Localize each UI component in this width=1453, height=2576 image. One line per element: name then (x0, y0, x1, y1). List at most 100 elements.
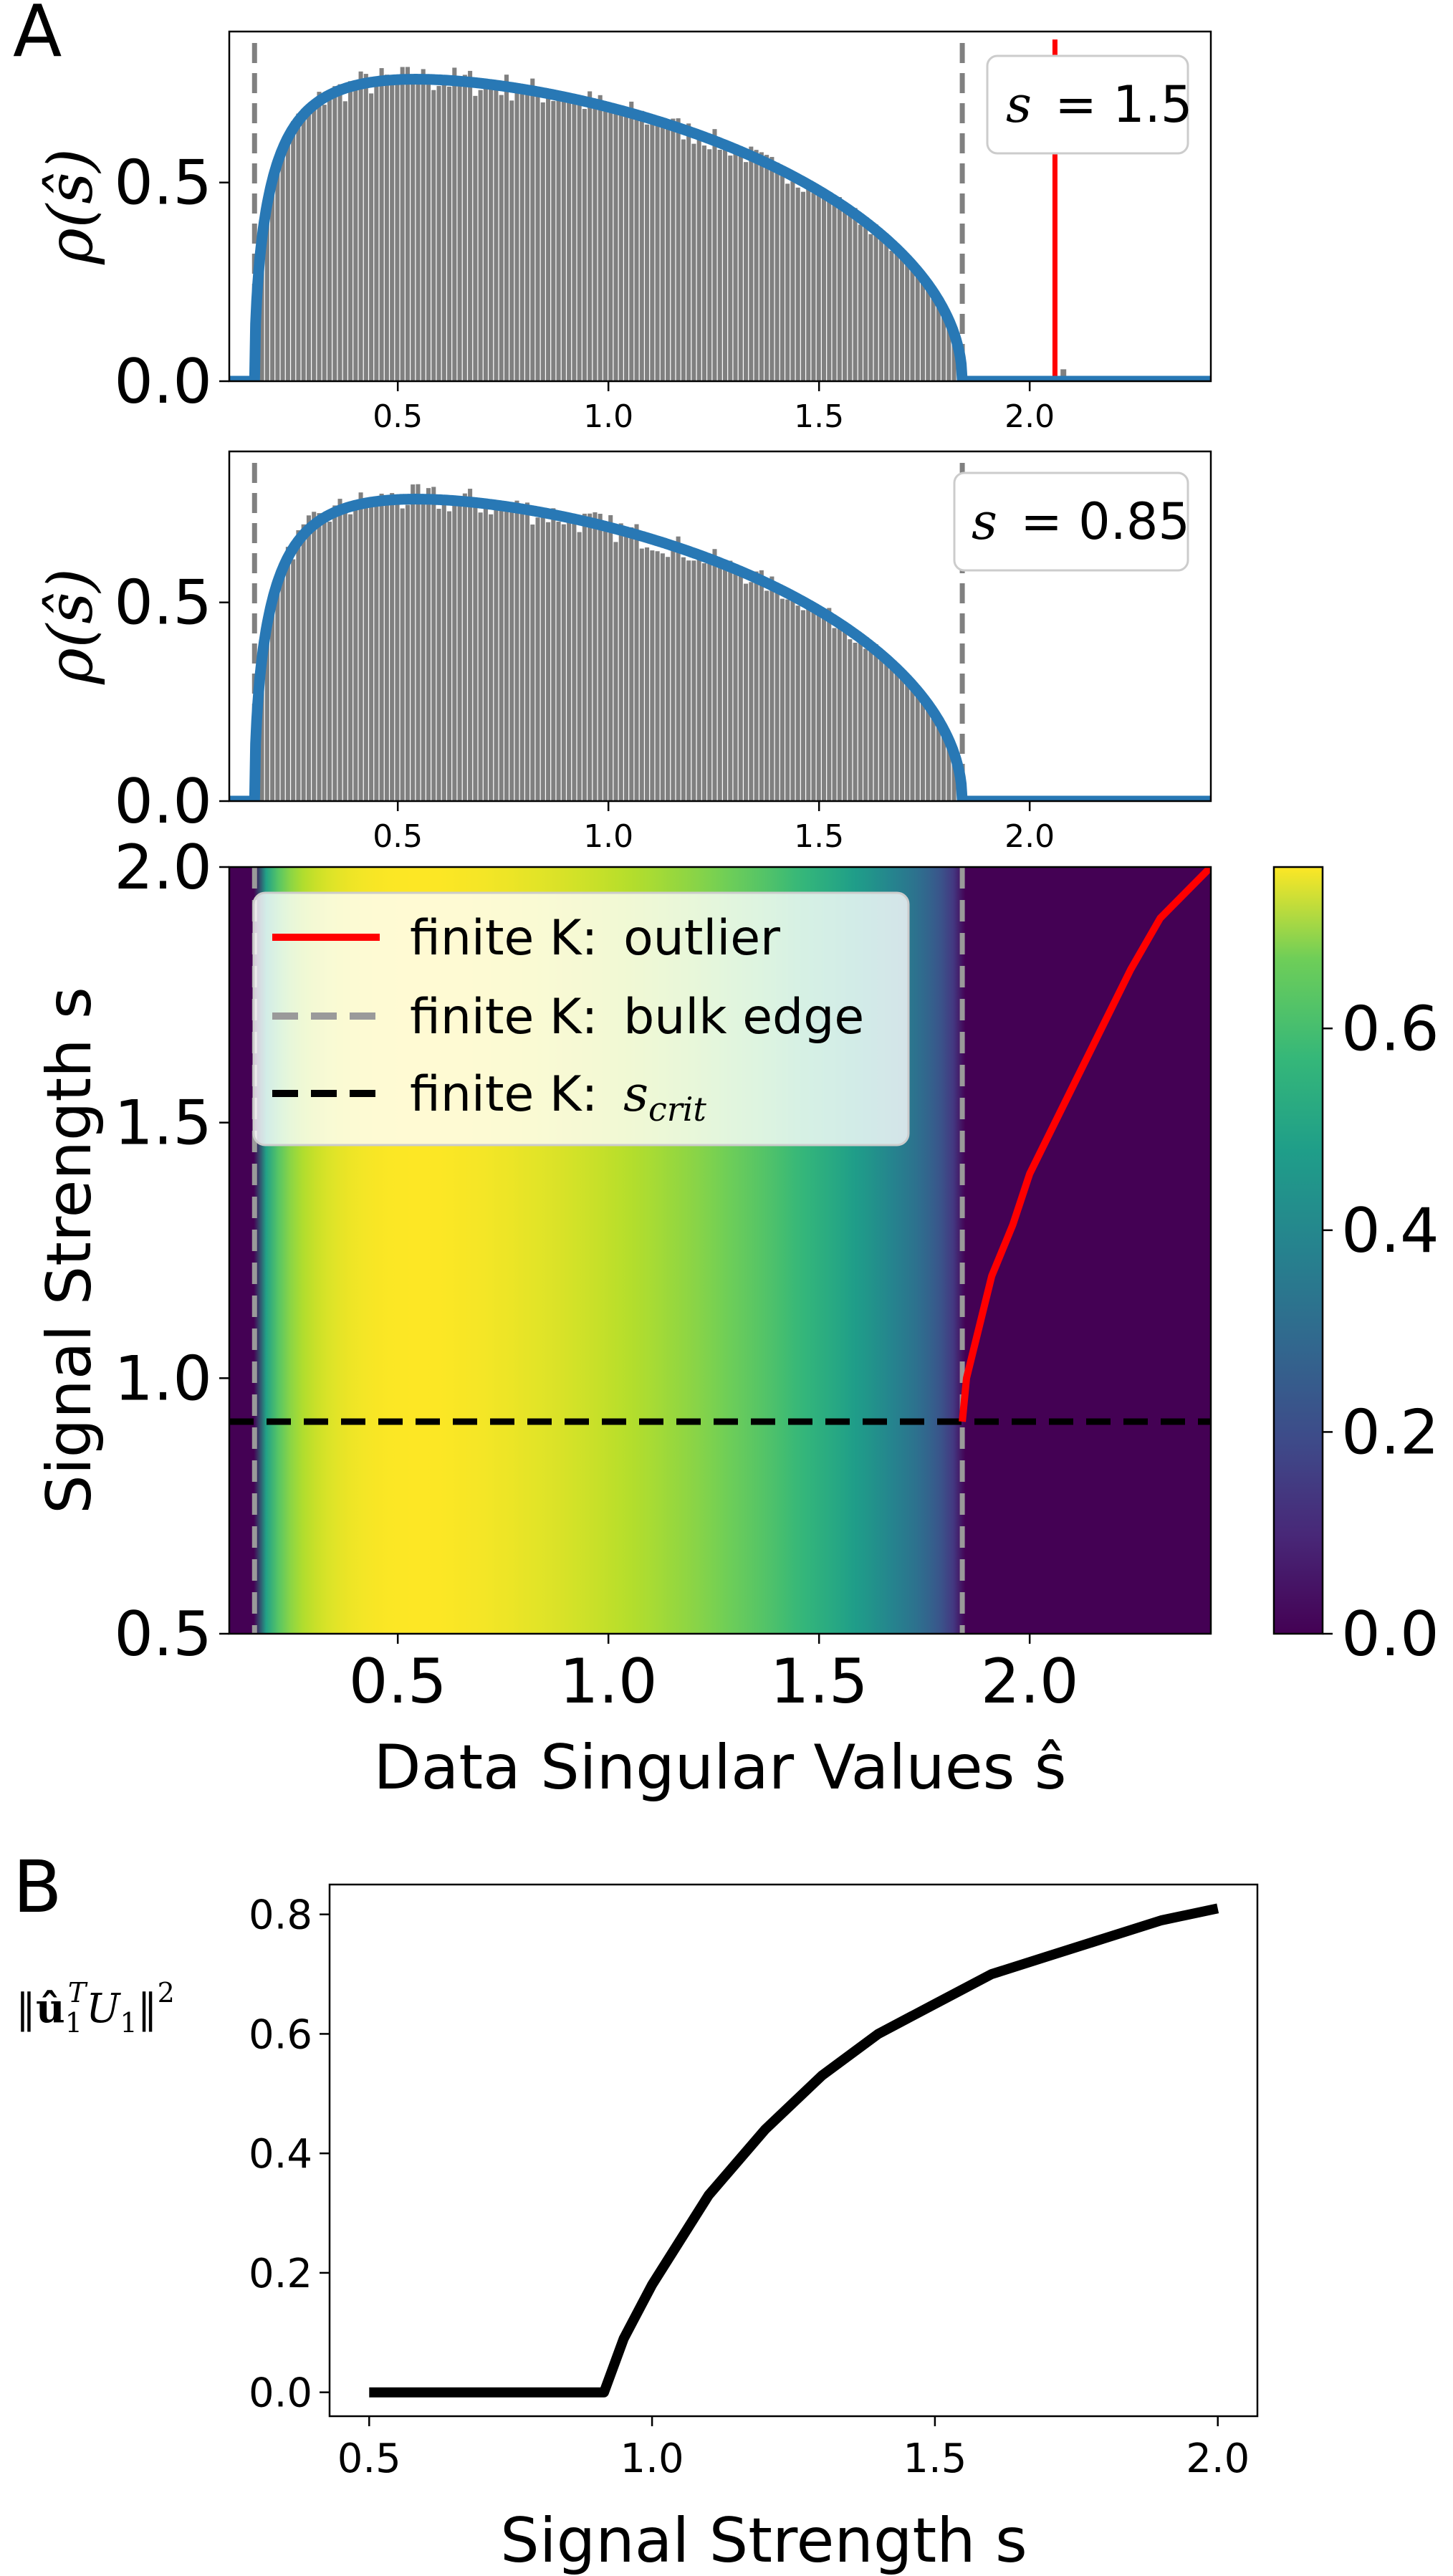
hist-bar (291, 121, 296, 381)
hist-bar (790, 181, 795, 381)
legend-scrit: finite K: scrit (410, 1066, 706, 1129)
hist-bar (759, 570, 764, 801)
hist-s085-annotation-symbol: s (972, 492, 997, 551)
hist-bar (259, 229, 264, 381)
hist-bar (800, 610, 805, 801)
chart_data.1.xticks-tick-label: 0.5 (373, 818, 423, 855)
overlap-ylabel: ‖û1TU1‖2 (16, 1977, 175, 2039)
hist-bar (353, 507, 358, 801)
hist-bar (676, 118, 681, 381)
hist-bar (951, 753, 956, 801)
hist-bar (577, 97, 582, 381)
hist-bar (421, 69, 426, 381)
hist-bar (618, 110, 623, 381)
heatmap-xlabel: Data Singular Values ŝ (373, 1732, 1066, 1804)
hist-bar (582, 108, 587, 381)
chart_data.3.yticks-tick-label: 0.4 (249, 2131, 312, 2178)
hist-bar (884, 233, 889, 381)
hist-bar (452, 500, 457, 801)
hist-bar (379, 68, 384, 381)
chart_data.2.yticks-tick-label: 1.0 (114, 1343, 212, 1414)
hist-bar (400, 508, 405, 801)
hist-bar (317, 92, 322, 381)
chart_data.1.xticks-tick-label: 1.5 (794, 818, 844, 855)
hist-bar (910, 683, 915, 801)
hist-bar (312, 100, 317, 381)
hist-bar (645, 124, 650, 381)
overlap-xaxis: 0.5 1.0 1.5 2.0 (337, 2416, 1250, 2482)
hist-bar (436, 509, 441, 801)
hist-bar (504, 75, 509, 381)
hist-bar (504, 504, 509, 801)
hist-bar (769, 157, 775, 381)
hist-bar (499, 95, 504, 381)
hist-bar (603, 102, 608, 381)
hist-bar (369, 506, 374, 801)
hist-bar (337, 84, 342, 381)
hist-bar (358, 492, 363, 801)
hist-bar (878, 651, 883, 801)
chart_data.0.yticks-tick-label: 0.0 (114, 346, 212, 418)
hist-bar (509, 507, 514, 801)
hist-bar (775, 588, 780, 801)
hist-bar (936, 720, 941, 801)
hist-bar (452, 67, 457, 381)
hist-bar (332, 86, 337, 381)
hist-bar (821, 614, 827, 801)
overlap-curve (369, 1903, 1219, 2398)
hist-bar (556, 100, 561, 381)
hist-bar (530, 525, 535, 801)
hist-bar (821, 193, 827, 381)
hist-bar (722, 560, 728, 801)
hist-bar (603, 521, 608, 801)
hist-bar (379, 493, 384, 801)
heatmap-xaxis: 0.5 1.0 1.5 2.0 (349, 1634, 1079, 1718)
hist-bar (733, 150, 738, 381)
hist-bar (676, 536, 681, 801)
chart_data.3.yticks-tick-label: 0.2 (249, 2251, 312, 2297)
hist-bar (827, 608, 832, 801)
hist-bar (535, 91, 540, 381)
hist-bar (749, 146, 754, 381)
hist-bar (462, 493, 467, 801)
hist-bar (280, 562, 285, 801)
hist-bar (811, 605, 816, 801)
hist-bar (540, 511, 545, 801)
hist-bar (858, 639, 863, 801)
hist-bar (623, 529, 629, 801)
hist-bar (348, 514, 353, 801)
chart_data.2.xticks-tick-label: 2.0 (981, 1646, 1079, 1718)
hist-bar (858, 224, 863, 381)
hist-bar (899, 668, 904, 801)
hist-bar (728, 155, 733, 381)
hist-bar (426, 488, 431, 801)
hist-bar (416, 484, 421, 801)
hist-bar (400, 67, 405, 381)
hist-bar (421, 495, 426, 801)
hist-bar (411, 484, 416, 801)
colorbar-tick-label: 0.4 (1341, 1195, 1439, 1267)
hist-bar (759, 152, 764, 381)
hist-bar (473, 503, 478, 801)
hist-s085-ylabel: ρ(ŝ) (35, 568, 107, 685)
heatmap-panel: 0.5 1.0 1.5 2.0 0.5 1.0 1.5 2.0 finite K: outl… (34, 832, 1439, 1804)
hist-bar (853, 642, 858, 801)
hist-bar (686, 123, 691, 381)
chart_data.2.yticks-tick-label: 2.0 (114, 832, 212, 904)
hist-bar (312, 512, 317, 801)
hist-bar (951, 333, 956, 381)
hist-bar (843, 211, 848, 381)
hist-bar (889, 665, 894, 801)
chart_data.0.yticks-tick-label: 0.5 (114, 148, 212, 219)
heatmap-outlier-curve (959, 867, 1211, 1422)
hist-bar (863, 222, 868, 381)
hist-bar (613, 108, 618, 381)
hist-s15-ylabel: ρ(ŝ) (35, 148, 107, 265)
hist-bar (416, 84, 421, 381)
hist-bar (546, 522, 551, 801)
hist-bar (494, 500, 499, 801)
hist-s085-annotation-value: = 0.85 (1020, 492, 1190, 551)
hist-bar (655, 551, 660, 801)
hist-bar (691, 143, 696, 381)
hist-s15-density-curve (229, 74, 1211, 381)
